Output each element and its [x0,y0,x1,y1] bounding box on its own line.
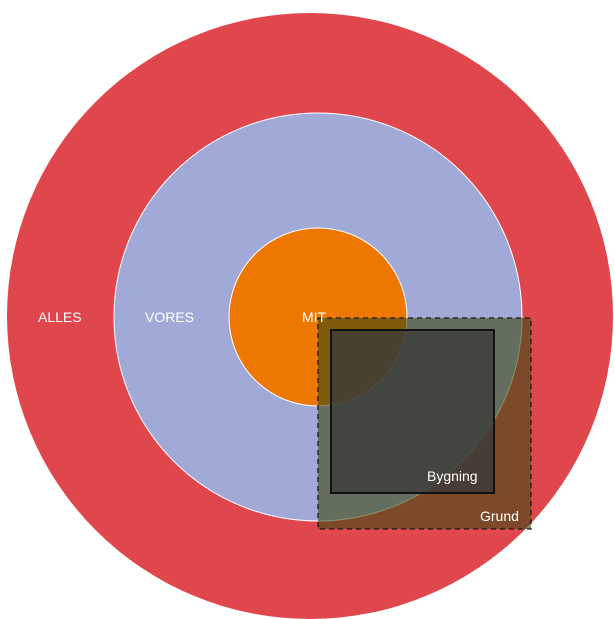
bygning-label: Bygning [427,468,478,484]
alles-label: ALLES [38,309,82,325]
mit-label: MIT [302,309,327,325]
vores-label: VORES [145,309,194,325]
bygning-area [330,329,495,494]
grund-label: Grund [480,508,519,524]
